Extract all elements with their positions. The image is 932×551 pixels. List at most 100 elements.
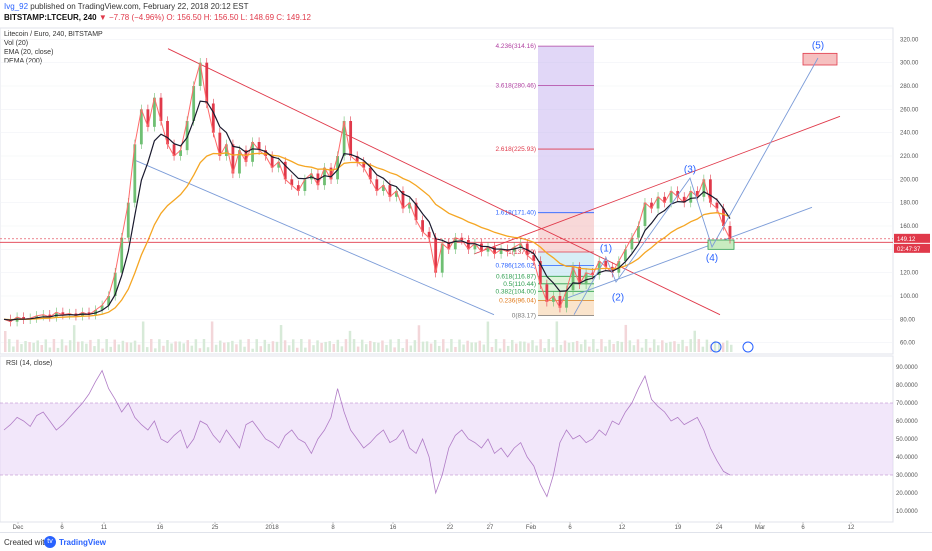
candle-body bbox=[205, 62, 209, 104]
volume-bar bbox=[421, 341, 425, 352]
volume-bar bbox=[259, 346, 263, 352]
rsi-tick-label: 70.0000 bbox=[896, 401, 918, 407]
volume-bar bbox=[137, 344, 141, 352]
author-link[interactable]: Ivg_92 bbox=[4, 2, 29, 11]
volume-bar bbox=[235, 344, 238, 352]
volume-bar bbox=[348, 330, 352, 352]
volume-bar bbox=[498, 348, 502, 352]
price-tick-label: 80.00 bbox=[900, 317, 916, 323]
candle-body bbox=[532, 255, 536, 261]
candle-body bbox=[480, 243, 483, 252]
replay-icon[interactable] bbox=[710, 341, 722, 353]
volume-bar bbox=[32, 342, 35, 352]
legend-dema[interactable]: DEMA (200) bbox=[4, 58, 43, 65]
candle-body bbox=[290, 179, 294, 186]
candle-body bbox=[728, 226, 732, 239]
volume-bar bbox=[150, 339, 153, 352]
timer-label: 02:47:37 bbox=[897, 247, 921, 253]
tradingview-brand[interactable]: TradingView bbox=[59, 538, 106, 547]
candle-body bbox=[139, 109, 143, 145]
volume-bar bbox=[64, 345, 68, 352]
volume-bar bbox=[223, 342, 226, 352]
x-tick-label: 11 bbox=[101, 525, 108, 531]
price-tick-label: 240.00 bbox=[900, 131, 919, 137]
current-price-label: 149.12 bbox=[897, 237, 916, 243]
x-tick-label: 12 bbox=[619, 525, 626, 531]
x-tick-label: 27 bbox=[487, 525, 494, 531]
candle-body bbox=[362, 161, 366, 168]
volume-bar bbox=[206, 347, 210, 352]
volume-bar bbox=[320, 342, 323, 352]
candles bbox=[9, 58, 732, 327]
volume-bar bbox=[673, 341, 676, 352]
volume-bar bbox=[697, 339, 701, 352]
volume-bar bbox=[437, 345, 441, 352]
volume-bar bbox=[243, 346, 246, 352]
volume-bar bbox=[656, 345, 660, 352]
trendline bbox=[167, 48, 721, 316]
volume-bar bbox=[446, 348, 449, 352]
rsi-tick-label: 20.0000 bbox=[896, 491, 918, 497]
volume-bar bbox=[36, 340, 39, 352]
candle-body bbox=[630, 237, 634, 250]
volume-bar bbox=[121, 340, 125, 352]
volume-bar bbox=[316, 340, 319, 352]
x-tick-label: 8 bbox=[331, 525, 335, 531]
volume-bar bbox=[579, 344, 583, 352]
volume-bar bbox=[713, 340, 717, 352]
elliott-waves: (1) (2) (3) (4) (5) bbox=[573, 41, 824, 315]
volume-bar bbox=[555, 321, 559, 352]
volume-bar bbox=[296, 347, 299, 352]
volume-bar bbox=[101, 348, 104, 352]
volume-bar bbox=[364, 344, 368, 352]
candle-body bbox=[48, 314, 52, 317]
x-tick-label: 22 bbox=[447, 525, 454, 531]
volume-bar bbox=[267, 343, 271, 352]
volume-bar bbox=[312, 345, 315, 352]
candle-body bbox=[41, 314, 45, 316]
candle-body bbox=[558, 296, 562, 308]
volume-bar bbox=[56, 347, 60, 352]
volume-bar bbox=[12, 346, 15, 352]
candle-body bbox=[22, 317, 26, 320]
candle-body bbox=[296, 185, 300, 191]
candle-body bbox=[656, 196, 660, 209]
candle-body bbox=[238, 150, 241, 174]
volume-bars bbox=[4, 321, 733, 352]
target-box bbox=[802, 52, 838, 66]
candle-body bbox=[179, 150, 182, 156]
legend-ema[interactable]: EMA (20, close) bbox=[4, 49, 54, 56]
volume-bar bbox=[117, 344, 121, 352]
volume-bar bbox=[669, 341, 672, 352]
candle-body bbox=[355, 156, 359, 162]
volume-bar bbox=[214, 344, 218, 352]
candle-body bbox=[224, 144, 228, 156]
volume-bar bbox=[389, 339, 392, 352]
rsi-legend[interactable]: RSI (14, close) bbox=[6, 360, 52, 367]
x-tick-label: 25 bbox=[212, 525, 219, 531]
volume-bar bbox=[502, 339, 506, 352]
volume-bar bbox=[16, 339, 19, 352]
ema-line bbox=[3, 100, 731, 321]
fib-level-label: 0(83.17) bbox=[512, 313, 536, 320]
volume-bar bbox=[141, 321, 145, 352]
volume-bar bbox=[693, 330, 696, 352]
volume-bar bbox=[385, 344, 388, 352]
volume-bar bbox=[510, 339, 514, 352]
candle-body bbox=[499, 249, 503, 254]
volume-bar bbox=[644, 339, 648, 352]
volume-bar bbox=[417, 325, 421, 352]
volume-bar bbox=[255, 339, 258, 352]
volume-bar bbox=[632, 345, 636, 352]
volume-bar bbox=[405, 339, 409, 352]
legend-vol[interactable]: Vol (20) bbox=[4, 40, 29, 47]
volume-bar bbox=[68, 340, 72, 352]
candle-body bbox=[54, 312, 58, 317]
candle-body bbox=[682, 196, 686, 203]
time-axis: Dec 6 11 16 25 2018 8 16 22 27 Feb 6 12 19 24 Mar 6 12 bbox=[13, 522, 855, 531]
volume-bar bbox=[170, 343, 173, 352]
candle-body bbox=[650, 202, 653, 209]
candle-body bbox=[146, 109, 150, 127]
volume-bar bbox=[178, 341, 181, 352]
replay-icon[interactable] bbox=[742, 341, 754, 353]
